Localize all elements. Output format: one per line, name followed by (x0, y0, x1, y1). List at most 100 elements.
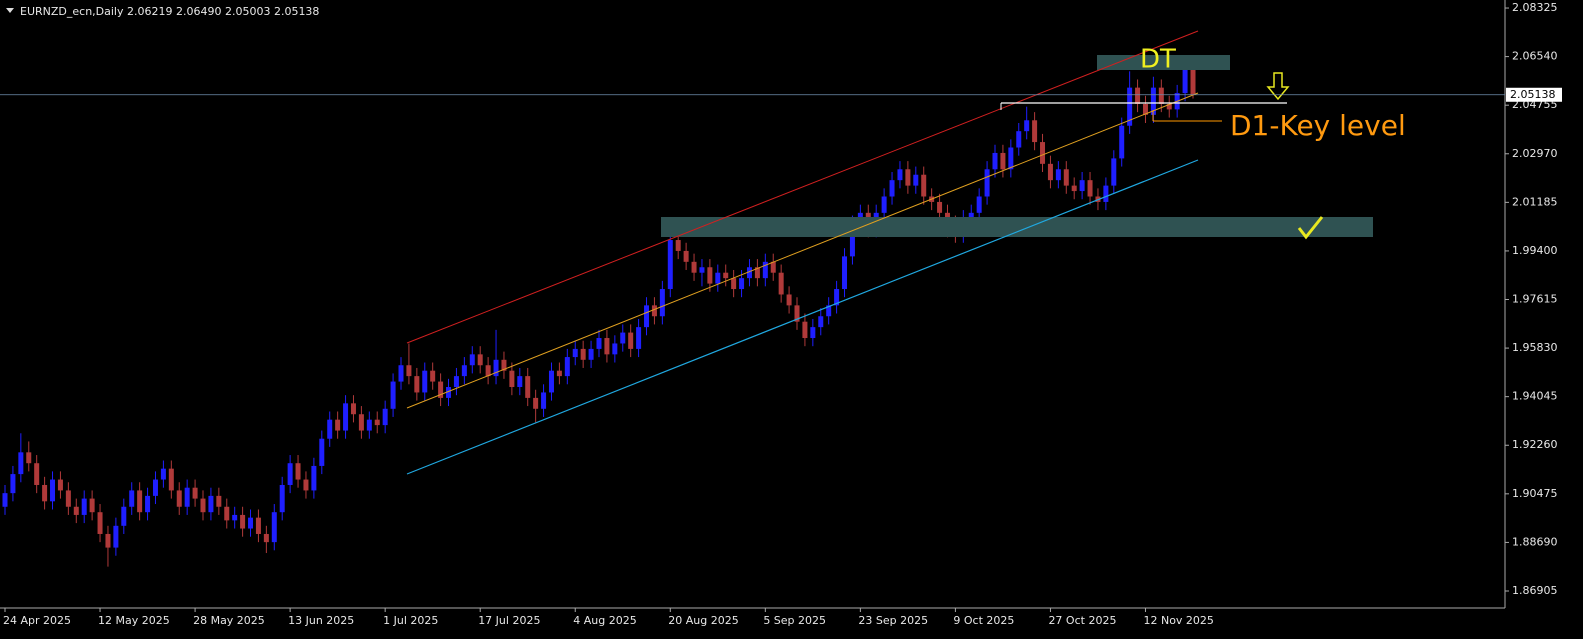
candle-body (691, 261, 697, 273)
candle-body (913, 174, 919, 186)
candle-body (1158, 87, 1164, 104)
candle-body (224, 506, 230, 521)
candle-body (810, 327, 816, 339)
candle-body (216, 495, 222, 507)
candle-body (255, 517, 261, 534)
y-tick-label: 1.92260 (1512, 438, 1558, 451)
candle-body (311, 465, 317, 491)
candle-body (263, 533, 269, 543)
candle-body (525, 376, 531, 398)
candle-body (113, 525, 119, 548)
candle-body (541, 392, 547, 409)
y-tick-label: 2.06540 (1512, 50, 1558, 63)
checkmark (1297, 216, 1324, 240)
candle-body (50, 479, 56, 502)
candle-body (18, 452, 24, 475)
candle-body (42, 484, 48, 502)
candle-body (493, 359, 499, 377)
y-tick-label: 1.95830 (1512, 341, 1558, 354)
candle-body (1166, 103, 1172, 110)
candle-body (1135, 87, 1141, 104)
candle-body (279, 484, 285, 513)
candle-body (636, 327, 642, 349)
candle-body (1103, 185, 1109, 202)
candle-body (937, 201, 943, 213)
candle-body (287, 463, 293, 485)
candle-body (422, 370, 428, 393)
candle-body (184, 487, 190, 507)
x-tick-label: 23 Sep 2025 (858, 614, 928, 627)
y-tick-label: 1.86905 (1512, 584, 1558, 597)
candle-body (683, 250, 689, 262)
candle-body (976, 196, 982, 213)
candle-body (81, 498, 87, 515)
candle-body (438, 381, 444, 398)
candle-body (65, 490, 71, 507)
candle-body (651, 305, 657, 317)
candle-body (240, 514, 246, 529)
candle-body (794, 305, 800, 322)
candle-body (707, 267, 713, 284)
candle-body (1063, 169, 1069, 186)
candle-body (319, 438, 325, 466)
candle-body (1008, 147, 1014, 170)
candle-body (137, 490, 143, 513)
candle-body (1150, 87, 1156, 115)
candle-body (271, 512, 277, 543)
x-tick-label: 1 Jul 2025 (383, 614, 438, 627)
x-tick-label: 13 Jun 2025 (288, 614, 354, 627)
candle-body (485, 365, 491, 377)
candle-body (588, 348, 594, 360)
candle-body (335, 419, 341, 431)
candle-body (548, 370, 554, 393)
drawings (406, 30, 1373, 475)
candle-body (1024, 120, 1030, 132)
candle-body (34, 463, 40, 485)
candle-body (374, 419, 380, 426)
candle-body (746, 267, 752, 279)
y-tick-label: 1.99400 (1512, 244, 1558, 257)
x-tick-label: 12 Nov 2025 (1143, 614, 1213, 627)
candle-body (366, 419, 372, 431)
candle-body (1079, 180, 1085, 192)
zone-support (661, 217, 1373, 237)
candle-body (248, 517, 254, 529)
y-tick-label: 2.08325 (1512, 1, 1558, 14)
x-tick-label: 17 Jul 2025 (478, 614, 540, 627)
candle-body (596, 338, 602, 349)
candle-body (160, 468, 166, 480)
candle-body (200, 498, 206, 513)
candle-body (57, 479, 63, 491)
annotation-dt: DT (1140, 45, 1176, 75)
last-price-box (1506, 87, 1562, 102)
candle-body (889, 180, 895, 197)
candle-body (564, 357, 570, 377)
candle-body (517, 376, 523, 388)
candle-body (295, 463, 301, 480)
candle-body (327, 419, 333, 439)
candle-body (834, 289, 840, 306)
candle-body (1111, 158, 1117, 186)
candle-body (731, 278, 737, 290)
candle-body (145, 495, 151, 513)
candle-body (430, 370, 436, 382)
candle-body (897, 169, 903, 181)
candle-body (1000, 152, 1006, 170)
channel-middle (406, 92, 1199, 409)
candle-body (849, 223, 855, 257)
candle-body (778, 272, 784, 295)
channel-lower (406, 159, 1199, 475)
candle-body (343, 403, 349, 431)
candle-body (382, 408, 388, 426)
candle-body (406, 365, 412, 377)
candle-body (675, 240, 681, 251)
candle-body (992, 152, 998, 170)
y-tick-label: 1.90475 (1512, 487, 1558, 500)
candle-body (921, 174, 927, 197)
candle-body (1087, 180, 1093, 197)
x-tick-label: 20 Aug 2025 (668, 614, 738, 627)
candle-body (715, 272, 721, 284)
candle-body (453, 376, 459, 388)
